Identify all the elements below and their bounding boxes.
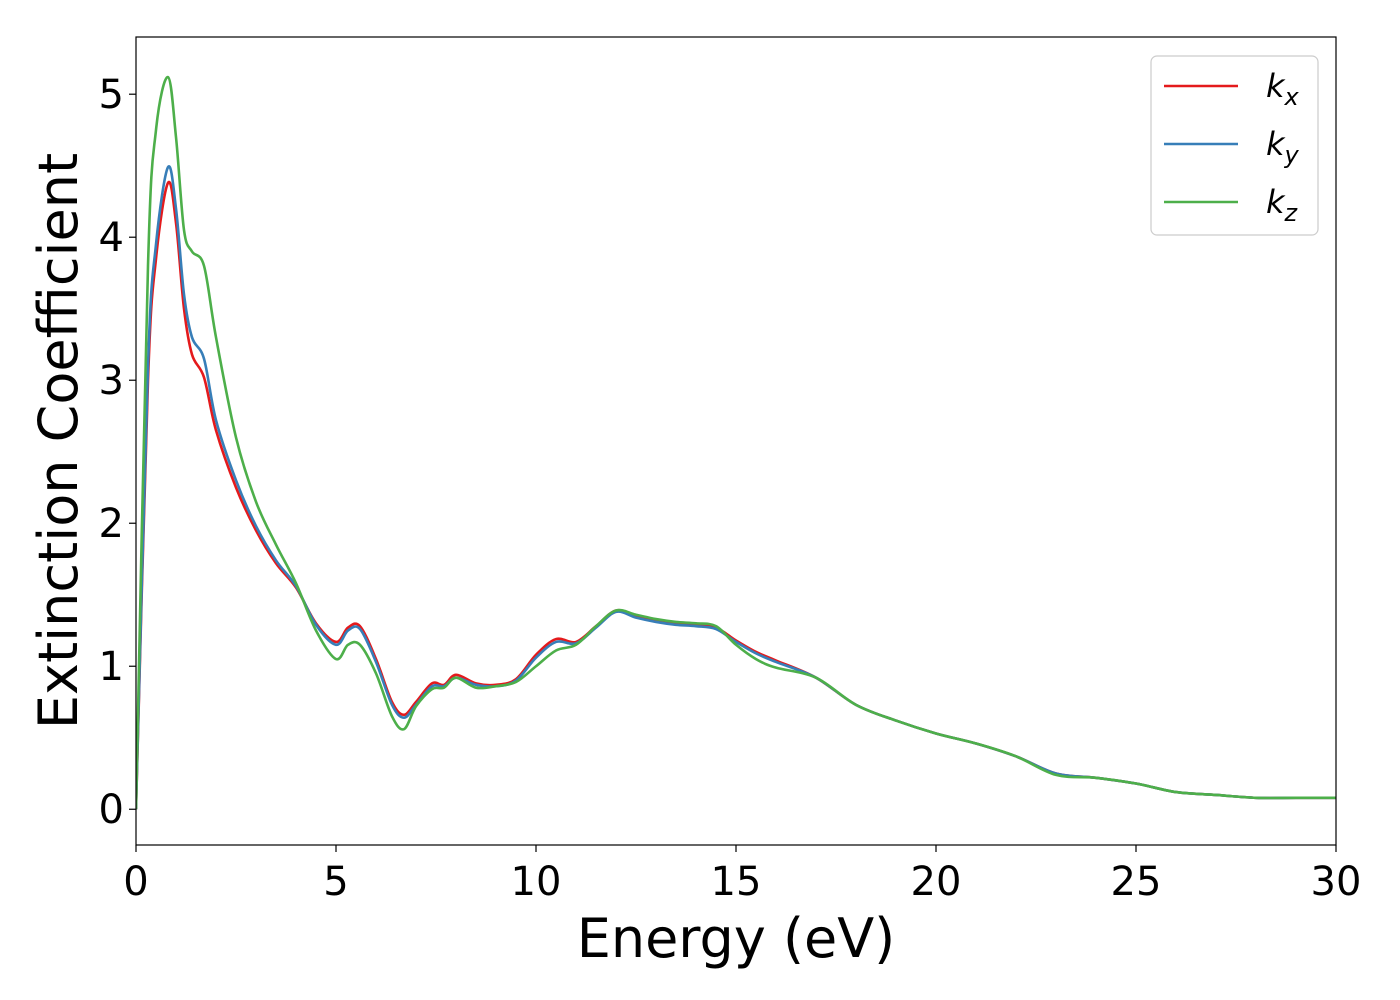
plot-area: [136, 75, 1336, 810]
legend-label-kx: kx: [1266, 67, 1300, 111]
y-tick-label: 0: [99, 787, 124, 833]
y-tick-label: 4: [99, 215, 124, 261]
series-line-kz: [136, 75, 1336, 810]
axis-ticks: 0 5 10 15 20 25 30 0 1 2 3 4 5: [99, 72, 1362, 905]
x-tick-label: 20: [911, 859, 962, 905]
y-tick-label: 3: [99, 358, 124, 404]
x-tick-label: 30: [1311, 859, 1362, 905]
x-tick-label: 25: [1111, 859, 1162, 905]
x-tick-label: 10: [511, 859, 562, 905]
legend-frame: [1150, 55, 1319, 236]
y-tick-label: 1: [99, 644, 124, 690]
y-tick-label: 5: [99, 72, 124, 118]
x-tick-label: 15: [711, 859, 762, 905]
series-line-kx: [136, 180, 1336, 810]
y-tick-label: 2: [99, 501, 124, 547]
x-axis-title: Energy (eV): [577, 907, 896, 970]
x-tick-label: 5: [323, 859, 348, 905]
x-tick-label: 0: [123, 859, 148, 905]
series-line-ky: [136, 165, 1336, 810]
y-axis-title: Extinction Coefficient: [27, 153, 90, 729]
